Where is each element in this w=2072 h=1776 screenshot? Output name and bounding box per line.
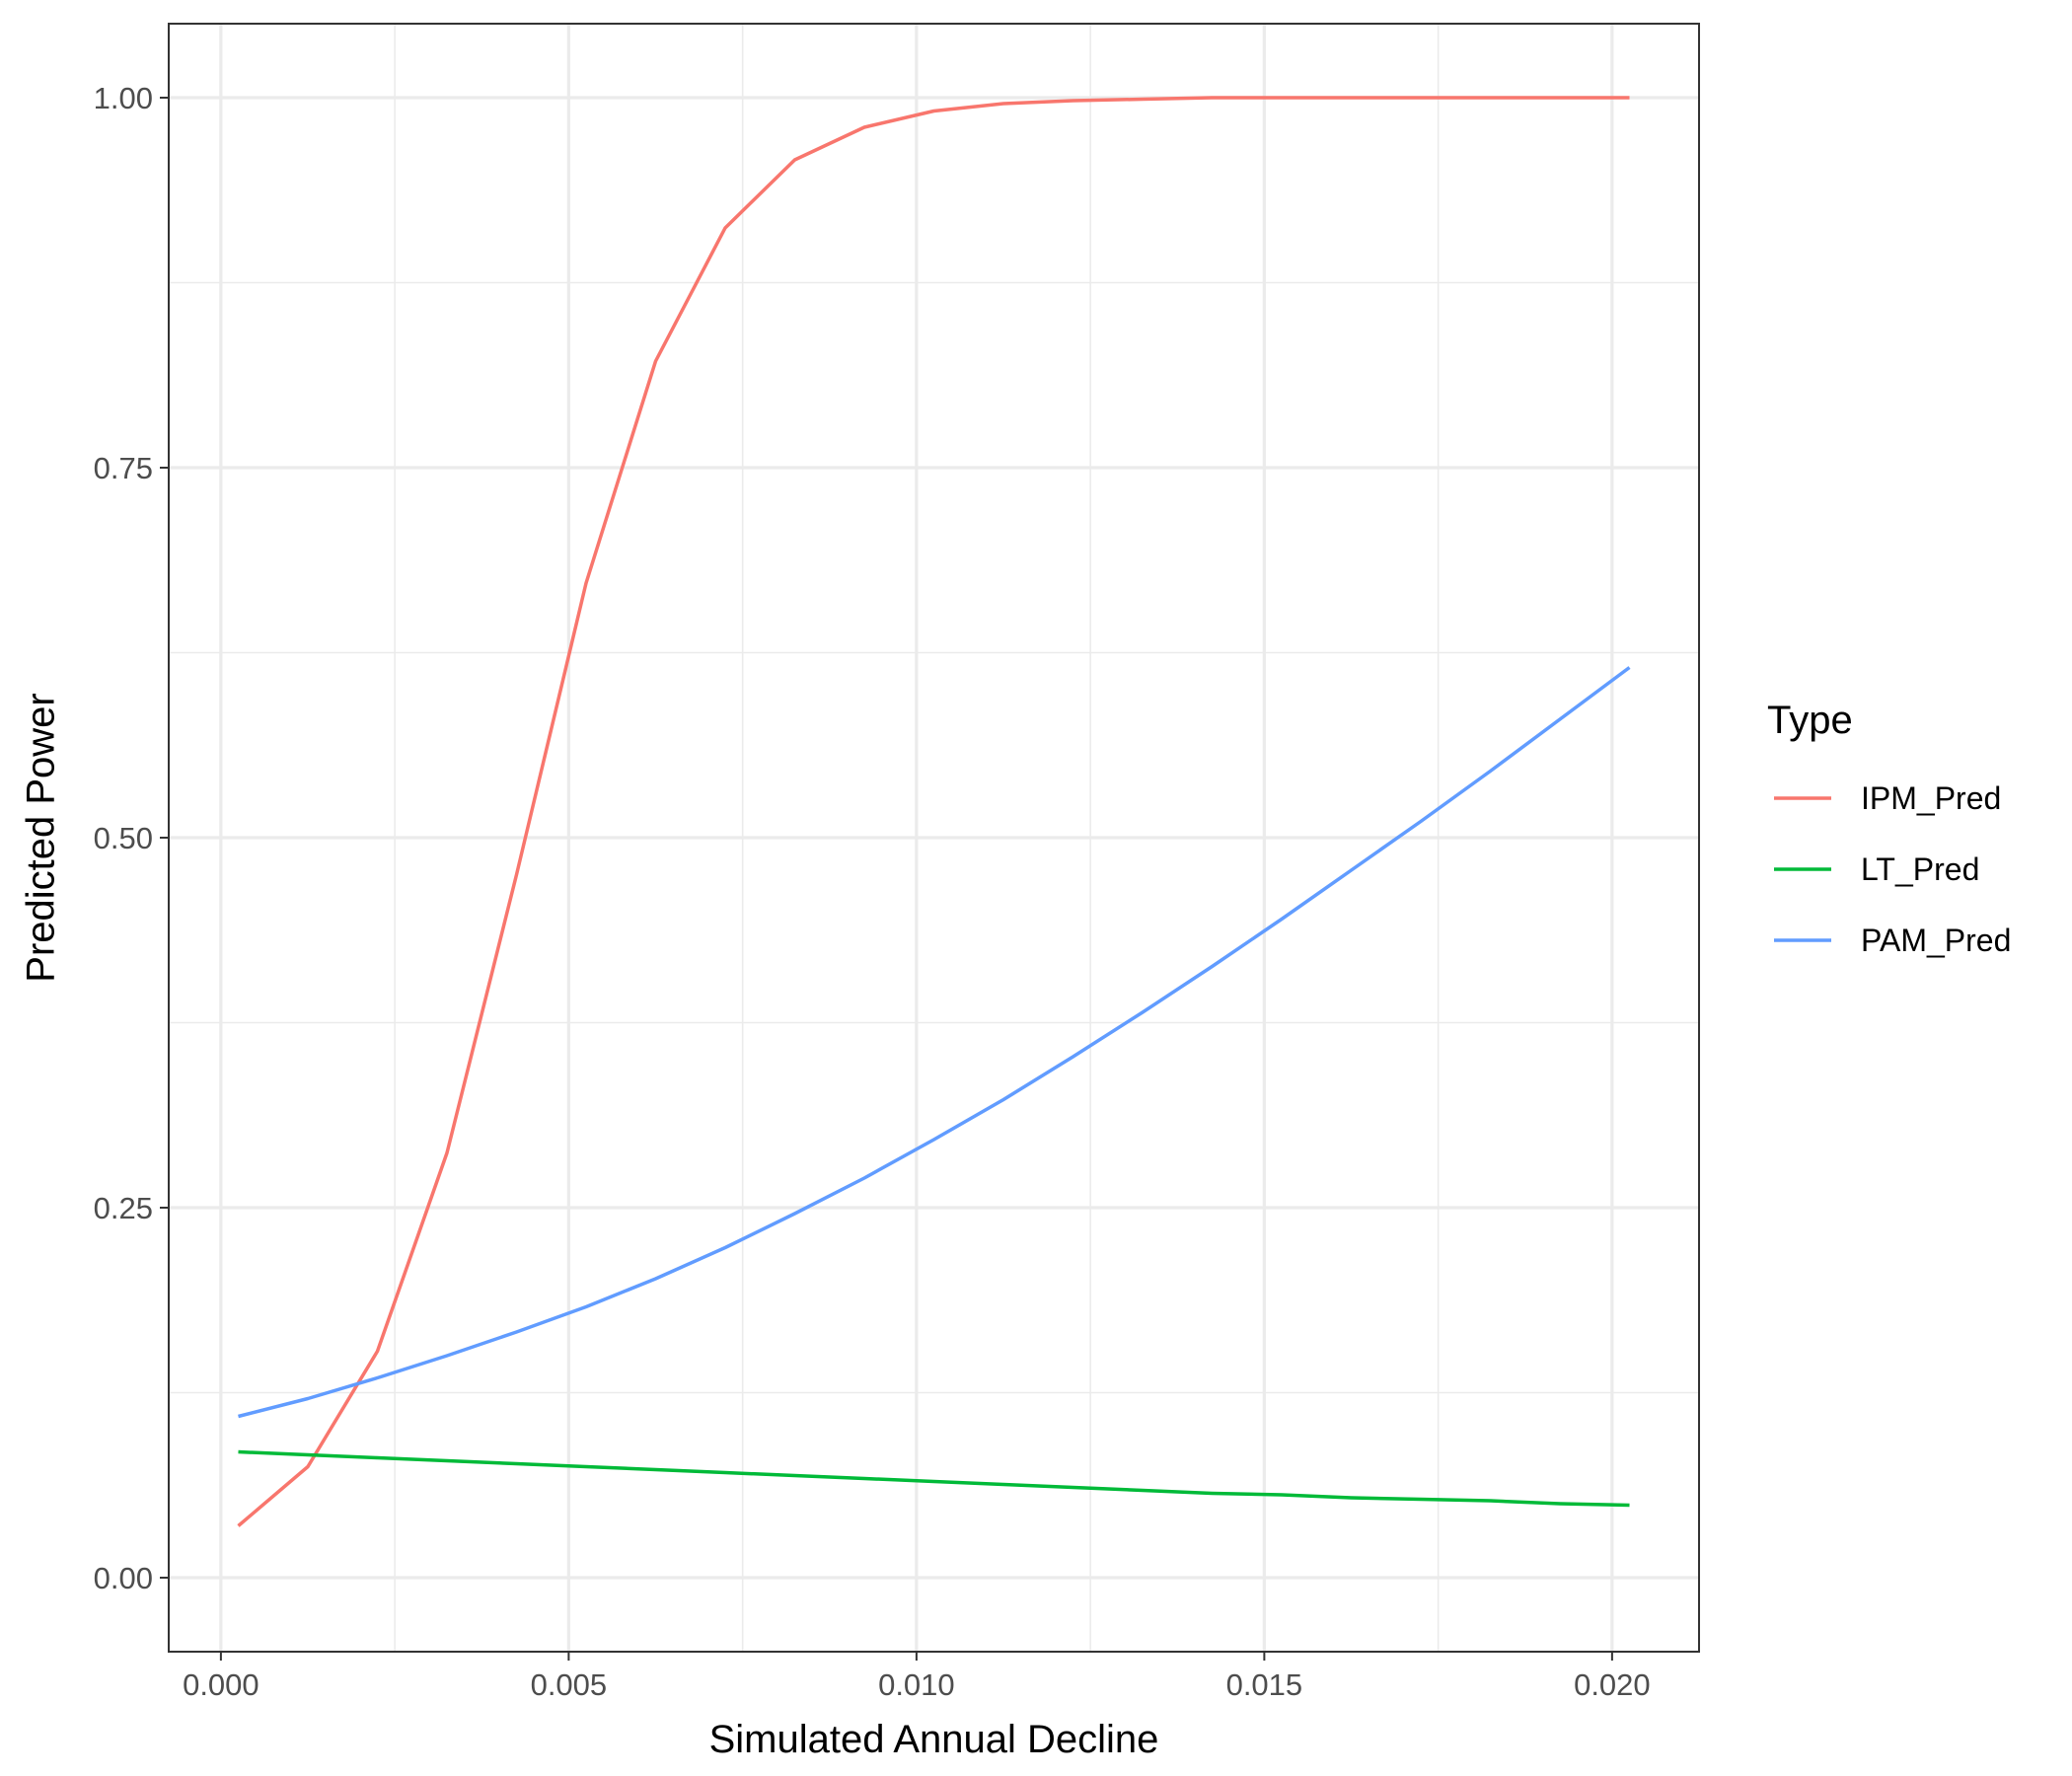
y-tick-label: 1.00 bbox=[94, 81, 153, 115]
major-gridlines bbox=[169, 24, 1699, 1652]
x-axis-ticks: 0.000 0.005 0.010 0.015 0.020 bbox=[183, 1652, 1651, 1702]
y-axis-title: Predicted Power bbox=[20, 693, 63, 982]
x-tick-label: 0.005 bbox=[531, 1667, 608, 1702]
y-tick-label: 0.50 bbox=[94, 821, 153, 855]
x-tick-label: 0.000 bbox=[183, 1667, 259, 1702]
x-tick-label: 0.020 bbox=[1574, 1667, 1651, 1702]
legend-items: IPM_Pred LT_Pred PAM_Pred bbox=[1774, 780, 2011, 958]
x-axis-title: Simulated Annual Decline bbox=[709, 1718, 1159, 1761]
series-line-pam-pred bbox=[238, 666, 1631, 1419]
legend-title: Type bbox=[1767, 699, 1853, 742]
series-line-lt-pred bbox=[238, 1449, 1630, 1508]
y-tick-label: 0.25 bbox=[94, 1191, 153, 1225]
legend: Type IPM_Pred LT_Pred PAM_Pred bbox=[1767, 699, 2011, 958]
x-tick-label: 0.010 bbox=[878, 1667, 955, 1702]
y-tick-label: 0.00 bbox=[94, 1561, 153, 1595]
series-lines bbox=[237, 96, 1631, 1527]
legend-label-ipm-pred: IPM_Pred bbox=[1861, 780, 2001, 816]
legend-label-pam-pred: PAM_Pred bbox=[1861, 923, 2011, 958]
y-axis-ticks: 0.00 0.25 0.50 0.75 1.00 bbox=[94, 81, 169, 1595]
legend-label-lt-pred: LT_Pred bbox=[1861, 851, 1979, 887]
series-line-ipm-pred bbox=[237, 96, 1630, 1527]
y-tick-label: 0.75 bbox=[94, 451, 153, 485]
x-tick-label: 0.015 bbox=[1226, 1667, 1303, 1702]
